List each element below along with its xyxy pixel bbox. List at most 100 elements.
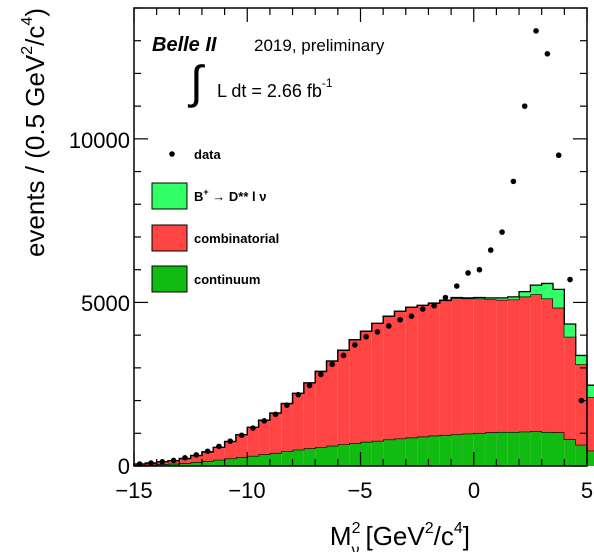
combinatorial-bar — [496, 299, 508, 432]
combinatorial-bar — [235, 434, 248, 458]
signal-bar — [507, 296, 520, 300]
data-point — [284, 402, 290, 408]
data-point — [465, 270, 471, 276]
continuum-bar — [213, 459, 225, 466]
combinatorial-bar — [564, 336, 576, 440]
continuum-bar — [383, 439, 395, 466]
data-point — [487, 247, 494, 253]
data-point — [238, 432, 245, 439]
continuum-bar — [519, 431, 531, 466]
data-point — [453, 283, 460, 289]
continuum-bar — [315, 447, 327, 466]
data-point — [431, 302, 437, 309]
data-point — [340, 352, 347, 359]
continuum-bar — [269, 452, 282, 466]
combinatorial-bar — [224, 441, 236, 459]
x-tick-label: −15 — [115, 478, 152, 503]
combinatorial-bar — [405, 307, 418, 438]
data-point — [352, 342, 358, 348]
data-point — [272, 411, 279, 418]
y-tick-label: 0 — [118, 454, 130, 479]
continuum-bar — [394, 438, 406, 466]
combinatorial-bar — [428, 303, 440, 436]
experiment-label: Belle II — [152, 34, 217, 56]
signal-bar — [564, 324, 576, 337]
legend-continuum-swatch — [151, 265, 188, 293]
continuum-bar — [179, 463, 191, 466]
continuum-bar — [224, 458, 236, 466]
legend-continuum-label: continuum — [194, 272, 260, 287]
data-point — [261, 418, 268, 424]
combinatorial-bar — [201, 451, 214, 462]
continuum-bar — [575, 444, 587, 466]
data-point — [159, 458, 166, 465]
continuum-bar — [541, 431, 554, 466]
signal-bar — [553, 289, 565, 308]
continuum-bar — [167, 463, 180, 466]
continuum-bar — [371, 440, 384, 466]
data-point — [476, 266, 483, 273]
axis-ticks — [133, 7, 588, 467]
continuum-bar — [235, 457, 248, 466]
data-point — [216, 443, 222, 450]
combinatorial-bar — [530, 294, 542, 431]
x-tick-label: −10 — [228, 478, 265, 503]
data-point — [148, 460, 154, 466]
legend-combinatorial-label: combinatorial — [194, 231, 279, 246]
continuum-bar — [337, 444, 350, 466]
data-point — [182, 455, 188, 461]
y-tick-label: 10000 — [69, 128, 130, 153]
y-axis-title: events / (0.5 GeV2/c4) — [19, 8, 50, 257]
combinatorial-bar — [553, 307, 565, 433]
signal-bar — [519, 291, 531, 297]
legend-combinatorial-swatch — [151, 224, 188, 252]
combinatorial-bar — [349, 339, 361, 444]
combinatorial-bar — [439, 300, 452, 435]
continuum-bar — [451, 434, 463, 466]
legend: data B+ → D** l ν combinatorial continuu… — [151, 147, 279, 293]
combinatorial-bar — [179, 458, 191, 464]
combinatorial-bar — [303, 382, 316, 449]
status-label: 2019, preliminary — [254, 36, 385, 55]
data-point — [442, 294, 449, 301]
continuum-bar — [530, 430, 542, 466]
combinatorial-bar — [575, 364, 587, 445]
continuum-bar — [507, 431, 520, 466]
combinatorial-bar — [507, 299, 520, 432]
combinatorial-bar — [269, 413, 282, 453]
signal-bar — [575, 355, 587, 365]
data-point — [318, 371, 324, 378]
data-point — [397, 316, 403, 323]
data-point — [204, 448, 211, 455]
combinatorial-bar — [383, 316, 395, 440]
continuum-bar — [485, 432, 497, 466]
data-point — [386, 323, 392, 329]
continuum-bar — [587, 450, 594, 466]
data-point — [521, 103, 528, 109]
continuum-bar — [303, 448, 316, 466]
combinatorial-bar — [587, 397, 594, 451]
continuum-bar — [439, 434, 452, 466]
combinatorial-bar — [258, 420, 270, 455]
continuum-bar — [190, 462, 202, 466]
combinatorial-bar — [292, 393, 304, 450]
combinatorial-bar — [247, 427, 259, 456]
combinatorial-bar — [213, 447, 225, 460]
combinatorial-bar — [326, 360, 338, 446]
continuum-bar — [156, 464, 168, 466]
continuum-bar — [428, 435, 440, 466]
data-point — [544, 51, 551, 57]
data-point — [374, 329, 381, 335]
continuum-bar — [281, 451, 293, 466]
data-point — [533, 28, 539, 34]
combinatorial-bar — [394, 311, 406, 439]
combinatorial-bar — [190, 455, 202, 463]
combinatorial-bar — [485, 299, 497, 433]
data-point — [250, 425, 256, 431]
x-axis-title: M2 ν [GeV2/c4] — [330, 520, 470, 552]
x-tick-label: −5 — [347, 478, 372, 503]
signal-bar — [485, 297, 497, 300]
data-point — [510, 178, 517, 185]
continuum-bar — [405, 437, 418, 466]
